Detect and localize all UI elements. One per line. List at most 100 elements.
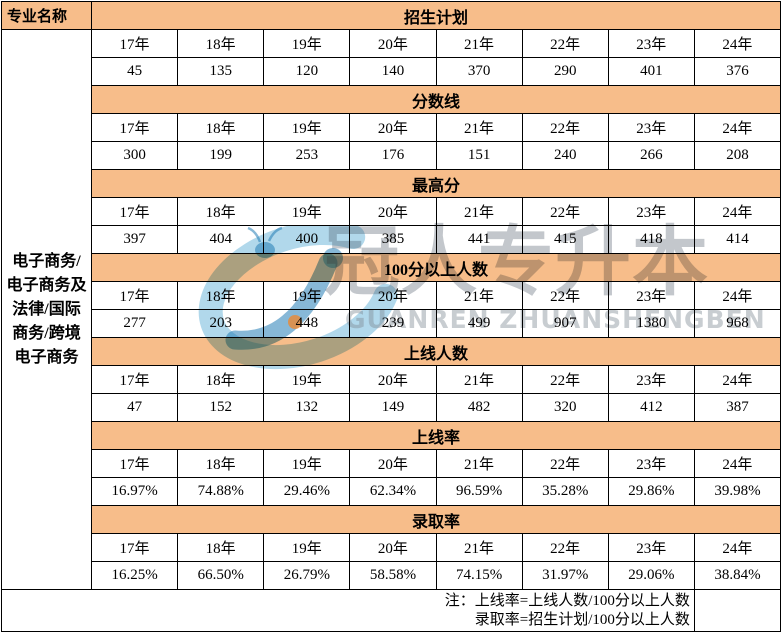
value-cell: 385 [349,225,437,254]
section-band: 上线率 [91,421,781,450]
year-cell: 20年 [349,281,437,310]
value-cell: 499 [435,309,523,338]
note-line: 注：上线率=上线人数/100分以上人数 [444,592,690,609]
year-cell: 20年 [349,533,437,562]
value-cell: 135 [177,57,265,86]
year-cell: 20年 [349,365,437,394]
value-row: 397 404 400 385 441 415 418 414 [2,225,782,254]
value-row: 47 152 132 149 482 320 412 387 [2,393,782,422]
value-cell: 370 [435,57,523,86]
year-cell: 21年 [435,281,523,310]
value-cell: 39.98% [693,477,782,506]
value-cell: 400 [263,225,351,254]
year-cell: 22年 [521,197,609,226]
year-cell: 17年 [90,281,179,310]
year-cell: 21年 [435,29,523,58]
value-cell: 74.15% [435,561,523,590]
value-cell: 35.28% [521,477,609,506]
year-cell: 21年 [435,197,523,226]
value-cell: 320 [521,393,609,422]
note-row: 注：上线率=上线人数/100分以上人数录取率=招生计划/100分以上人数 [1,589,782,632]
year-cell: 20年 [349,29,437,58]
value-cell: 203 [177,309,265,338]
value-cell: 415 [521,225,609,254]
value-cell: 401 [607,57,695,86]
value-cell: 140 [349,57,437,86]
value-cell: 38.84% [693,561,782,590]
value-cell: 300 [90,141,179,170]
major-name-line: 商务/跨境 [12,324,81,342]
year-cell: 17年 [90,197,179,226]
section-band: 100分以上人数 [91,253,781,282]
value-cell: 376 [693,57,782,86]
value-cell: 448 [263,309,351,338]
value-cell: 47 [90,393,179,422]
year-header-row: 17年 18年 19年 20年 21年 22年 23年 24年 [2,113,782,142]
year-cell: 19年 [263,197,351,226]
value-cell: 277 [90,309,179,338]
section-band-row: 分数线 [2,85,781,114]
value-cell: 253 [263,141,351,170]
year-cell: 24年 [693,113,782,142]
major-name-line: 电子商务/ [12,252,81,270]
value-row: 45 135 120 140 370 290 401 376 [2,57,782,86]
year-cell: 24年 [693,281,782,310]
year-cell: 23年 [607,29,695,58]
year-cell: 23年 [607,365,695,394]
value-cell: 29.86% [607,477,695,506]
year-cell: 24年 [693,365,782,394]
year-cell: 21年 [435,113,523,142]
value-cell: 120 [263,57,351,86]
note-cell: 注：上线率=上线人数/100分以上人数录取率=招生计划/100分以上人数 [1,589,695,632]
year-header-row: 17年 18年 19年 20年 21年 22年 23年 24年 [2,365,782,394]
value-cell: 968 [693,309,782,338]
note-line: 录取率=招生计划/100分以上人数 [474,611,690,628]
year-cell: 23年 [607,197,695,226]
major-name-line: 电子商务 [14,348,79,366]
year-cell: 18年 [177,281,265,310]
year-header-row: 17年 18年 19年 20年 21年 22年 23年 24年 [2,281,782,310]
value-cell: 907 [521,309,609,338]
section-band-row: 专业名称 招生计划 [1,1,781,30]
year-cell: 24年 [693,29,782,58]
year-cell: 19年 [263,281,351,310]
value-cell: 240 [521,141,609,170]
value-cell: 199 [177,141,265,170]
value-cell: 387 [693,393,782,422]
year-cell: 19年 [263,365,351,394]
value-row: 300 199 253 176 151 240 266 208 [2,141,782,170]
note-end-cell [693,589,782,632]
value-cell: 1380 [607,309,695,338]
year-cell: 23年 [607,449,695,478]
value-row: 16.97% 74.88% 29.46% 62.34% 96.59% 35.28% 29.8… [2,477,782,506]
year-cell: 18年 [177,113,265,142]
year-cell: 17年 [90,365,179,394]
section-band: 录取率 [91,505,781,534]
year-cell: 22年 [521,533,609,562]
year-cell: 18年 [177,365,265,394]
value-cell: 412 [607,393,695,422]
value-cell: 96.59% [435,477,523,506]
value-cell: 404 [177,225,265,254]
value-cell: 208 [693,141,782,170]
major-name-line: 法律/国际 [12,300,81,318]
value-cell: 62.34% [349,477,437,506]
year-cell: 18年 [177,533,265,562]
value-row: 16.25% 66.50% 26.79% 58.58% 74.15% 31.97% 29.0… [2,561,782,590]
year-cell: 23年 [607,113,695,142]
corner-header: 专业名称 [1,1,92,30]
year-cell: 18年 [177,449,265,478]
section-band: 分数线 [91,85,781,114]
year-cell: 19年 [263,113,351,142]
value-cell: 74.88% [177,477,265,506]
year-cell: 22年 [521,449,609,478]
year-cell: 22年 [521,365,609,394]
year-cell: 18年 [177,29,265,58]
value-cell: 26.79% [263,561,351,590]
value-cell: 132 [263,393,351,422]
section-band-row: 上线率 [2,421,781,450]
value-cell: 418 [607,225,695,254]
value-cell: 45 [90,57,179,86]
